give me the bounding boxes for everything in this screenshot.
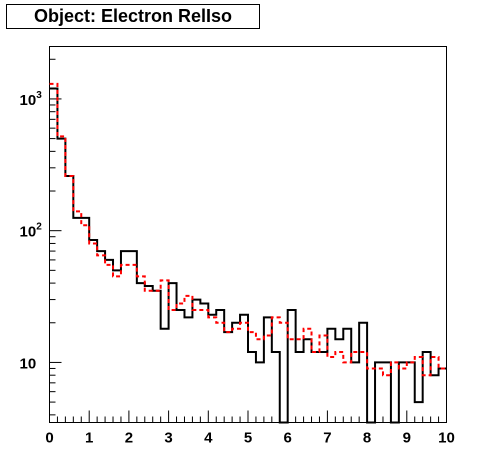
y-tick-label: 102 [20, 222, 43, 241]
x-tick-label: 3 [164, 430, 172, 447]
plot-frame [49, 46, 447, 423]
x-tick-label: 8 [363, 430, 371, 447]
axis-tick-labels: 0 1 2 3 4 5 6 7 8 9 10 10 102 103 [20, 90, 455, 447]
chart-title: Object: Electron RelIso [6, 4, 260, 29]
x-tick-label: 2 [125, 430, 133, 447]
y-tick-label: 10 [20, 355, 37, 372]
x-tick-label: 5 [244, 430, 252, 447]
histogram-series-solid [49, 87, 447, 424]
axis-ticks [49, 58, 447, 423]
x-tick-label: 9 [403, 430, 411, 447]
y-tick-label: 103 [20, 90, 43, 109]
x-tick-label: 7 [323, 430, 331, 447]
x-tick-label: 10 [438, 430, 455, 447]
histogram-series-dashed [49, 82, 447, 377]
x-tick-label: 4 [204, 430, 213, 447]
x-tick-label: 1 [85, 430, 93, 447]
x-tick-label: 6 [284, 430, 292, 447]
x-tick-label: 0 [45, 430, 53, 447]
series-layer [49, 82, 447, 424]
